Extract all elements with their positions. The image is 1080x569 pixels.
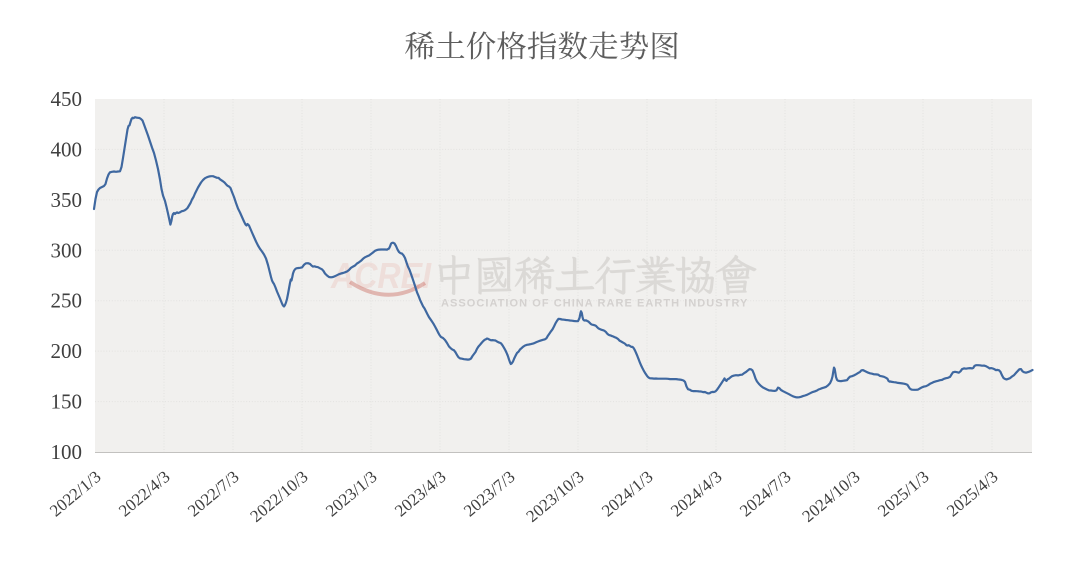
svg-text:400: 400	[51, 137, 83, 161]
svg-text:150: 150	[51, 390, 83, 414]
svg-text:350: 350	[51, 188, 83, 212]
svg-text:ASSOCIATION OF CHINA RARE EART: ASSOCIATION OF CHINA RARE EARTH INDUSTRY	[441, 298, 748, 310]
svg-text:300: 300	[51, 238, 83, 262]
svg-text:450: 450	[51, 87, 83, 111]
svg-text:200: 200	[51, 339, 83, 363]
svg-text:100: 100	[51, 440, 83, 464]
svg-text:250: 250	[51, 289, 83, 313]
